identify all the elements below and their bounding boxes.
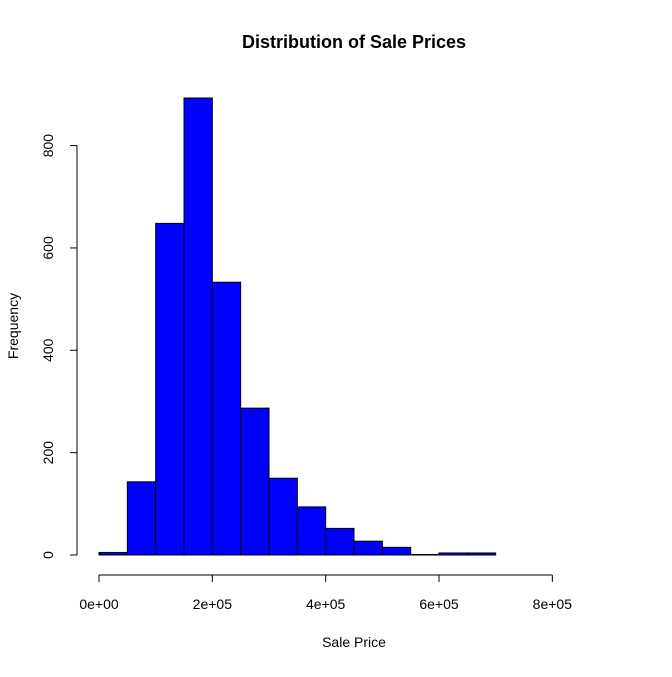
y-axis: 0 200 400 600 800: [40, 134, 78, 559]
y-tick-label: 400: [40, 338, 56, 362]
histogram-bar: [410, 553, 440, 556]
x-tick-label: 0e+00: [79, 596, 119, 612]
histogram-bar: [438, 552, 468, 556]
bars-group: [98, 97, 497, 556]
x-tick-label: 8e+05: [533, 596, 573, 612]
y-tick-label: 0: [40, 551, 56, 559]
x-axis-label: Sale Price: [322, 634, 386, 650]
histogram-bar: [155, 222, 185, 556]
y-tick-label: 200: [40, 441, 56, 465]
histogram-bar: [98, 551, 128, 556]
histogram-bar: [353, 540, 383, 556]
y-tick-label: 800: [40, 134, 56, 158]
histogram-bar: [381, 546, 412, 556]
x-tick-label: 6e+05: [419, 596, 459, 612]
histogram-bar: [296, 506, 327, 556]
histogram-bar: [325, 527, 355, 556]
histogram-bar: [240, 407, 270, 556]
histogram-bar: [466, 552, 497, 556]
histogram-bar: [268, 477, 298, 556]
y-tick-label: 600: [40, 236, 56, 260]
histogram-bar: [183, 97, 213, 556]
chart-title: Distribution of Sale Prices: [242, 32, 466, 52]
x-tick-label: 2e+05: [193, 596, 233, 612]
histogram-bar: [211, 281, 242, 556]
x-tick-label: 4e+05: [306, 596, 346, 612]
x-axis: 0e+00 2e+05 4e+05 6e+05 8e+05: [79, 574, 573, 612]
histogram-bar: [126, 481, 157, 556]
y-axis-label: Frequency: [5, 293, 21, 359]
